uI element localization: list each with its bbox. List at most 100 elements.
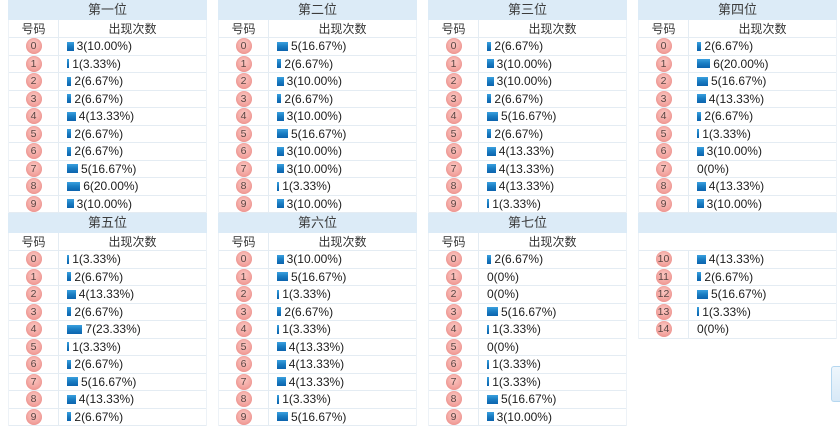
- number-ball: 3: [235, 90, 252, 107]
- count-cell: 4(13.33%): [479, 162, 626, 176]
- frequency-label: 5(16.67%): [291, 269, 347, 284]
- frequency-bar: [487, 254, 492, 264]
- frequency-bar: [277, 146, 284, 156]
- number-ball: 9: [655, 195, 672, 212]
- count-cell: 2(6.67%): [59, 144, 206, 158]
- number-ball: 6: [655, 143, 672, 160]
- number-cell: 8: [429, 178, 479, 195]
- table-row: 5 1(3.33%): [639, 125, 836, 143]
- frequency-label: 2(6.67%): [74, 126, 124, 141]
- table-row: 3 2(6.67%): [9, 303, 206, 321]
- table-row: 3 2(6.67%): [219, 90, 416, 108]
- count-cell: 3(10.00%): [269, 162, 416, 176]
- frequency-bar: [67, 94, 72, 104]
- number-ball: 3: [445, 303, 462, 320]
- number-ball: 7: [25, 160, 42, 177]
- number-column-header: 号码: [9, 20, 59, 37]
- frequency-label: 5(16.67%): [291, 39, 347, 54]
- number-ball: 1: [25, 55, 42, 72]
- frequency-bar: [697, 59, 711, 69]
- count-cell: 1(3.33%): [479, 375, 626, 389]
- frequency-label: 3(10.00%): [286, 144, 342, 159]
- frequency-bar: [487, 307, 498, 317]
- frequency-label: 0(0%): [487, 287, 520, 302]
- side-panel-toggle[interactable]: [831, 366, 840, 402]
- frequency-label: 2(6.67%): [74, 409, 124, 424]
- frequency-label: 7(23.33%): [85, 322, 141, 337]
- frequency-label: 6(20.00%): [83, 179, 139, 194]
- table-row: 8 1(3.33%): [219, 178, 416, 196]
- frequency-bar: [67, 412, 72, 422]
- frequency-bar: [67, 359, 72, 369]
- number-cell: 0: [9, 38, 59, 55]
- number-cell: 6: [219, 356, 269, 373]
- count-cell: 1(3.33%): [59, 252, 206, 266]
- number-ball: 8: [445, 178, 462, 195]
- count-cell: 4(13.33%): [59, 109, 206, 123]
- frequency-bar: [67, 199, 74, 209]
- number-ball: 6: [25, 356, 42, 373]
- table-header-row: 号码 出现次数: [219, 20, 416, 38]
- count-cell: 2(6.67%): [479, 127, 626, 141]
- number-ball: 0: [25, 38, 42, 55]
- number-cell: 2: [219, 73, 269, 90]
- frequency-label: 1(3.33%): [72, 339, 121, 354]
- frequency-label: 2(6.67%): [704, 109, 754, 124]
- frequency-bar: [697, 254, 706, 264]
- table-row: 9 3(10.00%): [9, 195, 206, 213]
- number-cell: 5: [219, 338, 269, 355]
- frequency-label: 4(13.33%): [708, 252, 765, 267]
- frequency-bar: [67, 324, 83, 334]
- frequency-bar: [277, 307, 282, 317]
- number-column-header: 号码: [219, 20, 269, 37]
- number-column-header: 号码: [9, 233, 59, 250]
- count-cell: 2(6.67%): [269, 57, 416, 71]
- count-cell: 3(10.00%): [269, 144, 416, 158]
- frequency-bar: [697, 307, 700, 317]
- number-cell: 4: [219, 321, 269, 338]
- frequency-bar: [67, 342, 70, 352]
- position-table-7: 第七位 号码 出现次数 0 2(6.67%) 1 0(0%) 2 0(0%) 3 5(16.67%)…: [428, 213, 627, 426]
- table-row: 2 0(0%): [429, 286, 626, 304]
- count-column-header: 出现次数: [528, 235, 577, 249]
- number-cell: 9: [219, 408, 269, 425]
- frequency-label: 1(3.33%): [282, 179, 331, 194]
- frequency-bar: [67, 146, 72, 156]
- frequency-label: 4(13.33%): [708, 91, 765, 106]
- frequency-bar: [67, 111, 76, 121]
- count-cell: 1(3.33%): [479, 357, 626, 371]
- frequency-bar: [697, 41, 702, 51]
- table-header-row: 号码 出现次数: [429, 20, 626, 38]
- frequency-label: 2(6.67%): [74, 269, 124, 284]
- table-row: 4 7(23.33%): [9, 321, 206, 339]
- count-cell: 1(3.33%): [269, 392, 416, 406]
- count-cell: 4(13.33%): [269, 375, 416, 389]
- frequency-label: 1(3.33%): [282, 287, 331, 302]
- count-cell: 3(10.00%): [689, 144, 836, 158]
- number-cell: 9: [219, 195, 269, 212]
- number-ball: 8: [25, 391, 42, 408]
- count-cell: 5(16.67%): [479, 305, 626, 319]
- section-bottom: 第五位 号码 出现次数 0 1(3.33%) 1 2(6.67%) 2 4(13.33%) 3 2(…: [0, 213, 840, 426]
- number-ball: 0: [445, 38, 462, 55]
- number-ball: 4: [445, 108, 462, 125]
- frequency-bar: [487, 94, 492, 104]
- number-ball: 4: [445, 321, 462, 338]
- count-cell: 5(16.67%): [269, 410, 416, 424]
- frequency-label: 5(16.67%): [501, 304, 557, 319]
- frequency-bar: [277, 41, 288, 51]
- table-row: 4 5(16.67%): [429, 108, 626, 126]
- frequency-label: 0(0%): [487, 269, 520, 284]
- frequency-bar: [697, 129, 700, 139]
- number-ball: 2: [655, 73, 672, 90]
- number-cell: 5: [9, 125, 59, 142]
- number-cell: 0: [639, 38, 689, 55]
- count-cell: 0(0%): [689, 322, 836, 336]
- number-ball: 7: [25, 373, 42, 390]
- number-ball: 8: [655, 178, 672, 195]
- frequency-bar: [277, 412, 288, 422]
- number-ball: 5: [25, 125, 42, 142]
- table-row: 1 5(16.67%): [219, 268, 416, 286]
- number-ball: 0: [25, 251, 42, 268]
- number-ball: 5: [235, 338, 252, 355]
